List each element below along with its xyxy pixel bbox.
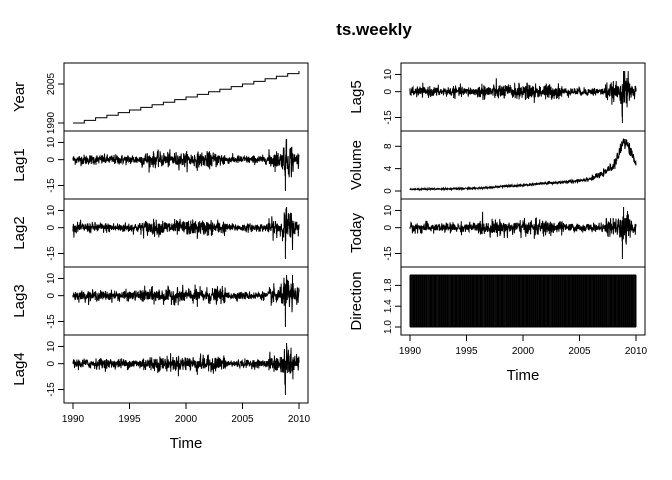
x-tick-label: 2005 <box>231 414 254 425</box>
panel-direction: Direction 1.0 1.4 1.8 <box>348 266 646 336</box>
panel-lag3: Lag3 10 0 -15 <box>11 266 309 336</box>
y-tick-label-lag3: -15 <box>46 314 57 329</box>
panel-group: Year 1990 2005 Lag1 10 0 -15 Lag2 10 0 -15 Lag3 10 0 -… <box>11 62 646 404</box>
panel-lag4: Lag4 10 0 -15 <box>11 334 309 404</box>
y-tick-label-lag5: -15 <box>383 110 394 125</box>
y-label-lag5: Lag5 <box>348 80 365 113</box>
x-axis-label: Time <box>170 435 203 452</box>
y-tick-label-lag1: -15 <box>46 178 57 193</box>
series-volume <box>409 138 637 192</box>
y-tick-label-today: 0 <box>383 224 394 230</box>
x-axis-label: Time <box>507 367 540 384</box>
y-label-lag3: Lag3 <box>11 284 28 317</box>
y-tick-label-volume: 0 <box>383 188 394 194</box>
series-year <box>73 71 300 124</box>
x-tick-label: 1995 <box>118 414 141 425</box>
y-label-lag4: Lag4 <box>11 352 28 385</box>
y-tick-label-lag5: 10 <box>383 68 394 80</box>
series-lag4 <box>72 342 300 396</box>
y-label-year: Year <box>11 82 28 112</box>
y-tick-label-today: 10 <box>383 204 394 216</box>
series-lag2 <box>72 206 300 260</box>
chart-title: ts.weekly <box>336 20 412 39</box>
x-axis-col2: 1990 1995 2000 2005 2010 Time <box>399 334 648 384</box>
y-tick-label-lag4: 0 <box>46 360 57 366</box>
y-tick-label-lag1: 10 <box>46 136 57 148</box>
y-label-lag2: Lag2 <box>11 216 28 249</box>
panel-lag2: Lag2 10 0 -15 <box>11 198 309 268</box>
y-tick-label-lag1: 0 <box>46 156 57 162</box>
y-tick-label-lag4: -15 <box>46 382 57 397</box>
y-label-today: Today <box>348 212 365 253</box>
y-tick-label-today: -15 <box>383 246 394 261</box>
y-label-direction: Direction <box>348 271 365 330</box>
panel-lag5: Lag5 10 0 -15 <box>348 62 646 132</box>
x-tick-label: 1995 <box>455 346 478 357</box>
y-tick-label-lag5: 0 <box>383 88 394 94</box>
series-lag3 <box>72 274 300 328</box>
series-lag1 <box>72 138 300 192</box>
y-tick-label-volume: 4 <box>383 165 394 171</box>
x-tick-label: 2005 <box>568 346 591 357</box>
x-tick-label: 1990 <box>62 414 85 425</box>
y-tick-label-lag2: 10 <box>46 204 57 216</box>
x-tick-label: 1990 <box>399 346 422 357</box>
y-tick-label-year: 1990 <box>46 111 57 134</box>
y-label-volume: Volume <box>348 140 365 190</box>
y-tick-label-lag3: 0 <box>46 292 57 298</box>
series-direction <box>409 274 637 328</box>
y-tick-label-lag2: 0 <box>46 224 57 230</box>
x-tick-label: 2000 <box>175 414 198 425</box>
y-tick-label-lag3: 10 <box>46 272 57 284</box>
y-tick-label-direction: 1.4 <box>383 299 394 313</box>
y-tick-label-lag4: 10 <box>46 340 57 352</box>
y-tick-label-direction: 1.0 <box>383 320 394 334</box>
y-tick-label-direction: 1.8 <box>383 278 394 292</box>
y-label-lag1: Lag1 <box>11 148 28 181</box>
x-axis-col1: 1990 1995 2000 2005 2010 Time <box>62 402 311 452</box>
x-tick-label: 2010 <box>288 414 311 425</box>
x-tick-label: 2010 <box>625 346 648 357</box>
x-tick-label: 2000 <box>512 346 535 357</box>
panel-lag1: Lag1 10 0 -15 <box>11 130 309 200</box>
panel-today: Today 10 0 -15 <box>348 198 646 268</box>
y-tick-label-volume: 8 <box>383 143 394 149</box>
series-today <box>409 206 637 260</box>
y-tick-label-year: 2005 <box>46 72 57 95</box>
x-axis-group: 1990 1995 2000 2005 2010 Time 1990 1995 2000 2005… <box>62 334 648 452</box>
series-lag5 <box>409 70 637 124</box>
y-tick-label-lag2: -15 <box>46 246 57 261</box>
